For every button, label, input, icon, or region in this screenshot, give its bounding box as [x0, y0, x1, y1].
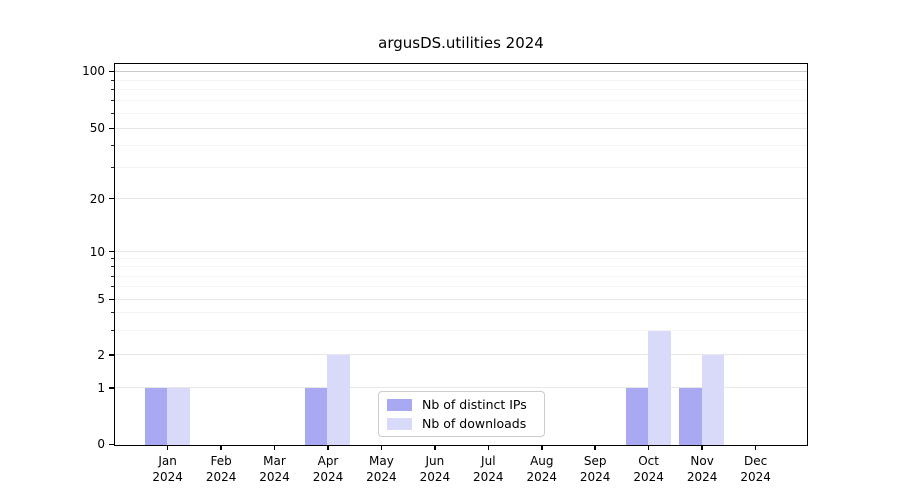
y-tick-mark [109, 70, 114, 73]
x-axis-tick-label: Aug 2024 [526, 454, 558, 484]
y-tick-mark [109, 298, 114, 301]
gridline-major [115, 70, 807, 72]
gridline-minor [115, 112, 807, 114]
x-tick-mark [166, 446, 169, 450]
x-axis-tick-label: Mar 2024 [259, 454, 290, 484]
legend: Nb of distinct IPs Nb of downloads [378, 391, 545, 437]
x-tick-mark [487, 446, 490, 450]
x-tick-mark [380, 446, 383, 450]
x-tick-mark [754, 446, 757, 450]
bar-distinct-ips [304, 388, 328, 445]
gridline-minor [115, 144, 807, 146]
y-minor-tick-mark [111, 312, 114, 314]
gridline-minor [115, 100, 807, 102]
y-minor-tick-mark [111, 145, 114, 146]
y-axis-tick-label: 2 [97, 347, 105, 362]
y-axis-tick-label: 0 [97, 437, 105, 452]
plot-area [114, 63, 808, 446]
y-tick-mark [109, 197, 114, 200]
gridline-minor [115, 286, 807, 288]
x-tick-mark [594, 446, 596, 450]
bar-distinct-ips [679, 388, 702, 445]
y-axis-tick-label: 20 [89, 191, 105, 206]
x-tick-mark [541, 446, 543, 450]
bar-downloads [167, 388, 190, 445]
x-tick-mark [434, 446, 436, 450]
x-axis-tick-label: Sep 2024 [579, 454, 611, 484]
gridline-minor [115, 79, 807, 81]
y-minor-tick-mark [111, 286, 114, 288]
y-tick-mark [109, 354, 114, 356]
x-tick-mark [273, 446, 276, 450]
gridline-major [115, 298, 807, 300]
legend-label: Nb of distinct IPs [422, 396, 527, 412]
y-axis-tick-label: 50 [89, 121, 105, 136]
x-tick-mark [220, 446, 222, 450]
gridline-minor [115, 312, 807, 314]
y-axis-tick-label: 1 [97, 380, 105, 395]
x-axis-tick-label: May 2024 [366, 454, 397, 484]
x-axis-tick-label: Apr 2024 [312, 454, 344, 484]
x-axis-tick-label: Feb 2024 [205, 454, 237, 484]
gridline-minor [115, 329, 807, 331]
gridline-major [115, 354, 807, 356]
x-axis-tick-label: Nov 2024 [686, 454, 718, 484]
gridline-major [115, 198, 807, 200]
gridline-major [115, 250, 807, 252]
y-axis-tick-label: 10 [89, 244, 105, 259]
x-tick-mark [701, 446, 703, 450]
y-tick-mark [109, 443, 114, 446]
chart-title: argusDS.utilities 2024 [378, 34, 544, 52]
x-axis-tick-label: Jan 2024 [152, 454, 183, 484]
x-axis-tick-label: Jun 2024 [419, 454, 451, 484]
x-axis-tick-label: Dec 2024 [740, 454, 771, 484]
x-axis-tick-label: Oct 2024 [633, 454, 664, 484]
bar-distinct-ips [144, 388, 167, 445]
gridline-major [115, 387, 807, 389]
legend-swatch-downloads [387, 417, 412, 430]
y-minor-tick-mark [111, 258, 114, 260]
gridline-minor [115, 89, 807, 91]
y-minor-tick-mark [111, 266, 114, 268]
x-axis-tick-label: Jul 2024 [473, 454, 504, 484]
gridline-minor [115, 266, 807, 268]
legend-label: Nb of downloads [422, 415, 527, 431]
y-tick-mark [109, 250, 114, 253]
x-tick-mark [327, 446, 329, 450]
y-minor-tick-mark [111, 112, 114, 114]
y-minor-tick-mark [111, 89, 114, 91]
y-minor-tick-mark [111, 329, 114, 331]
legend-item: Nb of downloads [387, 415, 536, 431]
y-axis-tick-label: 100 [82, 64, 105, 79]
gridline-minor [115, 275, 807, 277]
legend-item: Nb of distinct IPs [387, 396, 536, 412]
legend-swatch-distinct-ips [387, 398, 412, 411]
gridline-major [115, 127, 807, 129]
y-minor-tick-mark [111, 167, 114, 169]
gridline-minor [115, 167, 807, 168]
bar-distinct-ips [625, 388, 648, 445]
y-tick-mark [109, 127, 114, 130]
bar-downloads [701, 355, 724, 445]
y-minor-tick-mark [111, 100, 114, 102]
y-axis-tick-label: 5 [97, 292, 105, 307]
x-tick-mark [647, 446, 650, 450]
y-tick-mark [109, 387, 114, 389]
y-minor-tick-mark [111, 275, 114, 277]
gridline-minor [115, 258, 807, 260]
bar-downloads [327, 355, 350, 445]
y-minor-tick-mark [111, 79, 114, 81]
bar-downloads [648, 330, 671, 445]
